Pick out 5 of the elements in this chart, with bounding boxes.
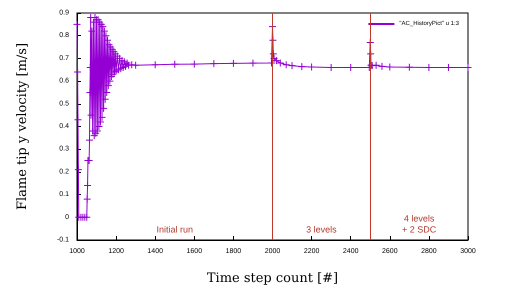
annotation: Initial run bbox=[156, 224, 194, 234]
y-axis-title: Flame tip y velocity [m/s] bbox=[15, 42, 30, 210]
annotation: 4 levels + 2 SDC bbox=[402, 214, 437, 234]
annotation: 3 levels bbox=[306, 224, 338, 234]
x-axis-title: Time step count [#] bbox=[206, 271, 338, 286]
